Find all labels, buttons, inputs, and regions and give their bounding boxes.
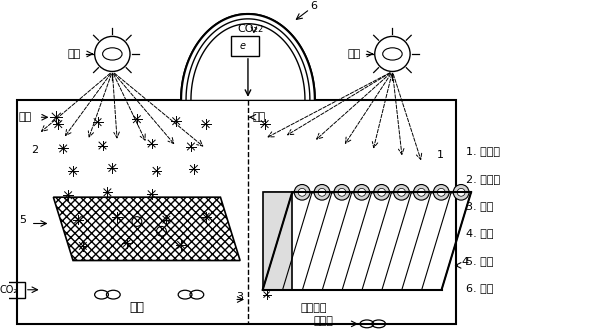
Circle shape	[334, 185, 349, 200]
Text: 孔碳: 孔碳	[19, 112, 32, 122]
Text: CO₂: CO₂	[0, 285, 18, 295]
Text: 1. 阳极室: 1. 阳极室	[466, 146, 500, 156]
Text: 导线: 导线	[253, 112, 266, 122]
Text: 6: 6	[310, 1, 317, 11]
Text: 光源: 光源	[67, 49, 80, 59]
Bar	[0, 282, 25, 297]
Circle shape	[298, 188, 306, 196]
Circle shape	[338, 188, 346, 196]
Circle shape	[294, 185, 310, 200]
Text: CO₂: CO₂	[237, 24, 258, 35]
Text: 5: 5	[19, 215, 26, 225]
Text: 2: 2	[258, 25, 263, 35]
Circle shape	[438, 188, 445, 196]
Text: 2. 阴极室: 2. 阴极室	[466, 174, 500, 184]
Text: 3. 隔膜: 3. 隔膜	[466, 201, 493, 211]
Circle shape	[417, 188, 425, 196]
Circle shape	[433, 185, 449, 200]
Text: 5. 阴极: 5. 阴极	[466, 256, 493, 266]
Circle shape	[414, 185, 429, 200]
Text: 搞拌子: 搞拌子	[314, 316, 334, 326]
Text: 1: 1	[436, 150, 444, 160]
Circle shape	[398, 188, 405, 196]
Text: 2: 2	[31, 145, 38, 155]
Circle shape	[374, 185, 389, 200]
Circle shape	[453, 185, 469, 200]
Bar	[231, 37, 259, 56]
Circle shape	[318, 188, 326, 196]
Polygon shape	[181, 14, 315, 100]
Circle shape	[457, 188, 465, 196]
Circle shape	[354, 185, 370, 200]
Polygon shape	[263, 192, 292, 290]
Circle shape	[378, 188, 386, 196]
Text: 6. 挡板: 6. 挡板	[466, 283, 493, 293]
Text: 4. 阳极: 4. 阳极	[466, 228, 494, 238]
Circle shape	[394, 185, 409, 200]
Text: 硷性污水: 硷性污水	[300, 303, 327, 313]
Text: 光源: 光源	[347, 49, 360, 59]
Text: 3: 3	[236, 291, 243, 302]
Text: e: e	[240, 41, 246, 51]
Text: 4: 4	[461, 257, 468, 267]
Bar	[17, 100, 457, 324]
Text: 污水: 污水	[129, 301, 144, 314]
Circle shape	[314, 185, 330, 200]
Circle shape	[358, 188, 366, 196]
